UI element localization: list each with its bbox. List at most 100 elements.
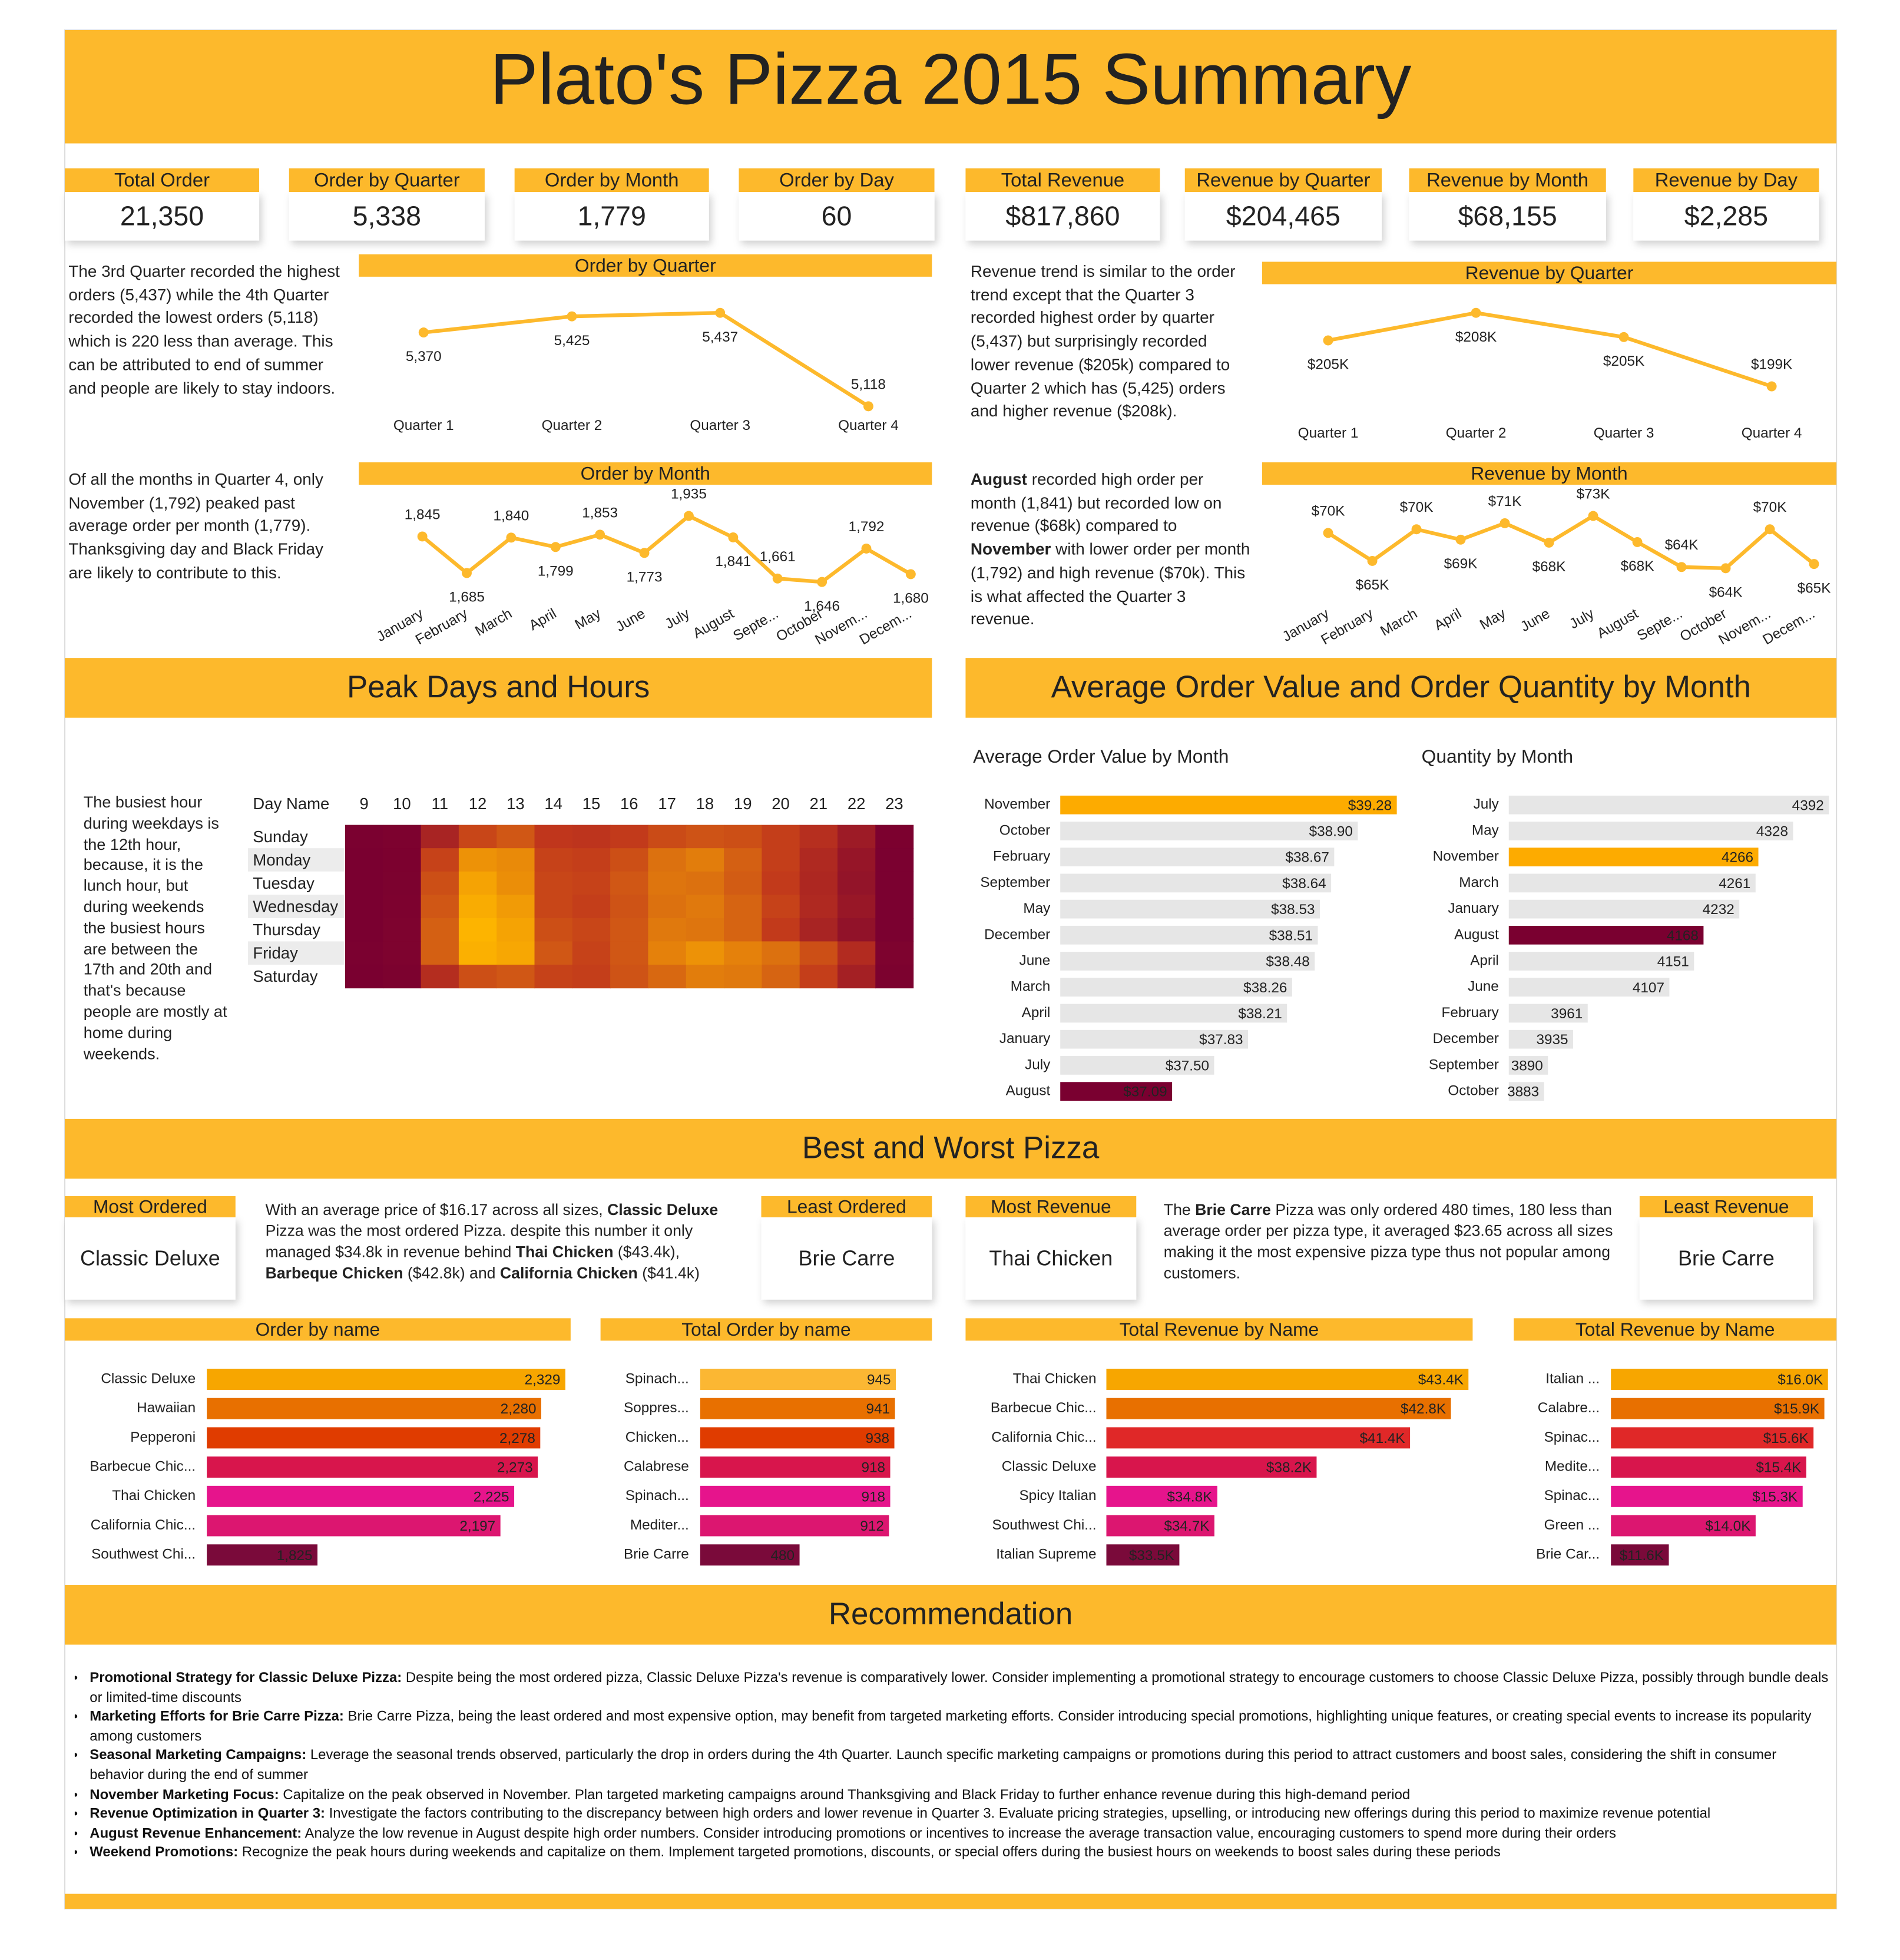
kpi-label-band bbox=[514, 168, 709, 193]
heat-cell bbox=[875, 848, 914, 872]
pizza-card-label-band bbox=[1639, 1196, 1813, 1217]
bar bbox=[1508, 899, 1740, 919]
heat-cell bbox=[421, 895, 459, 919]
data-label: $208K bbox=[1455, 329, 1497, 345]
note: The 3rd Quarter recorded the highest ord… bbox=[68, 260, 340, 400]
recommendation-text: Leverage the seasonal trends observed, p… bbox=[90, 1748, 1777, 1783]
note-text: Pizza was only ordered 480 times, 180 le… bbox=[1163, 1201, 1613, 1282]
heat-cell bbox=[496, 871, 535, 895]
heat-cell bbox=[383, 918, 422, 942]
pizza-card-value: Brie Carre bbox=[799, 1246, 895, 1270]
heat-cell bbox=[610, 848, 649, 872]
kpi-value: 60 bbox=[822, 201, 852, 231]
data-label: 1,646 bbox=[804, 598, 840, 614]
x-tick-label: 14 bbox=[544, 794, 562, 813]
heat-cell bbox=[534, 871, 573, 895]
data-label: $70K bbox=[1312, 503, 1345, 519]
note: Of all the months in Quarter 4, only Nov… bbox=[68, 469, 340, 585]
heat-cell bbox=[383, 895, 422, 919]
y-tick-label: Spicy Italian bbox=[1019, 1488, 1096, 1504]
heat-cell bbox=[799, 895, 838, 919]
chart-title: Total Order by name bbox=[681, 1319, 850, 1340]
recommendation-text: Brie Carre Pizza, being the least ordere… bbox=[90, 1709, 1812, 1744]
recommendation-text: Analyze the low revenue in August despit… bbox=[302, 1826, 1616, 1842]
heat-cell bbox=[837, 848, 876, 872]
y-tick-label: Barbecue Chic... bbox=[90, 1459, 196, 1475]
y-tick-label: Hawaiian bbox=[137, 1400, 196, 1416]
point bbox=[1323, 335, 1333, 346]
heat-cell bbox=[648, 918, 687, 942]
heat-cell bbox=[724, 895, 762, 919]
heat-cell bbox=[610, 895, 649, 919]
note-bold: November bbox=[970, 539, 1051, 559]
data-label: $65K bbox=[1356, 577, 1389, 593]
data-label: $37.50 bbox=[1166, 1058, 1209, 1074]
bar bbox=[1508, 1004, 1588, 1023]
data-label: 4328 bbox=[1756, 824, 1788, 840]
data-label: $71K bbox=[1488, 494, 1522, 509]
pizza-card-label: Most Ordered bbox=[93, 1196, 207, 1217]
bar bbox=[1508, 925, 1704, 945]
note-box: August recorded high order per month (1,… bbox=[970, 470, 1250, 628]
kpi-label-band bbox=[65, 168, 260, 193]
footer-band bbox=[65, 1893, 1837, 1909]
x-tick-label: 21 bbox=[810, 794, 828, 813]
y-tick-label: Brie Car... bbox=[1536, 1547, 1600, 1562]
data-label: $38.51 bbox=[1269, 928, 1313, 943]
data-label: 912 bbox=[860, 1518, 884, 1534]
data-label: $38.67 bbox=[1286, 850, 1329, 866]
heat-cell bbox=[572, 918, 611, 942]
note-text: ($43.4k), bbox=[613, 1243, 680, 1262]
bar bbox=[1060, 1029, 1249, 1049]
bar bbox=[1060, 822, 1358, 840]
bar bbox=[700, 1369, 896, 1390]
kpi-label: Total Revenue bbox=[1001, 169, 1124, 191]
data-label: $43.4K bbox=[1418, 1372, 1464, 1388]
note-text: Revenue trend is similar to the order tr… bbox=[970, 261, 1236, 421]
heat-cell bbox=[837, 964, 876, 989]
heat-cell bbox=[572, 848, 611, 872]
x-tick-label: 9 bbox=[359, 794, 368, 813]
pizza-card-label: Most Revenue bbox=[991, 1196, 1111, 1217]
bar bbox=[1508, 1082, 1544, 1101]
point bbox=[1766, 381, 1777, 392]
y-tick-label: Spinac... bbox=[1544, 1429, 1600, 1445]
point bbox=[1455, 534, 1466, 545]
data-label: 4266 bbox=[1722, 850, 1753, 866]
point bbox=[1411, 524, 1422, 535]
y-tick-label: January bbox=[999, 1031, 1051, 1047]
kpi-value: $817,860 bbox=[1005, 201, 1120, 231]
heat-cell bbox=[686, 848, 724, 872]
pizza-card-value: Classic Deluxe bbox=[80, 1246, 220, 1270]
section-title: Peak Days and Hours bbox=[347, 670, 650, 704]
section-title-band bbox=[65, 1118, 1837, 1179]
heat-cell bbox=[345, 964, 383, 989]
note-text: with lower order per month (1,792) and h… bbox=[970, 539, 1250, 628]
point bbox=[595, 529, 605, 540]
data-label: $69K bbox=[1444, 556, 1478, 572]
line bbox=[1328, 310, 1773, 389]
kpi-card bbox=[1409, 192, 1606, 241]
section-title-band bbox=[65, 658, 932, 718]
pizza-card bbox=[1639, 1217, 1813, 1300]
heat-cell bbox=[458, 825, 497, 849]
heat-cell bbox=[875, 964, 914, 989]
bar bbox=[1060, 899, 1320, 919]
data-label: 4168 bbox=[1667, 928, 1699, 943]
heat-cell bbox=[421, 825, 459, 849]
heat-cell bbox=[496, 895, 535, 919]
heat-cell bbox=[534, 825, 573, 849]
heat-cell bbox=[534, 964, 573, 989]
pizza-card-label: Least Revenue bbox=[1663, 1196, 1789, 1217]
data-label: 945 bbox=[867, 1372, 891, 1388]
row-label-bg bbox=[247, 848, 344, 872]
kpi-label-band bbox=[1409, 168, 1606, 193]
heat-cell bbox=[724, 964, 762, 989]
bar bbox=[1060, 1082, 1173, 1101]
heat-cell bbox=[724, 941, 762, 965]
note-bold: California Chicken bbox=[499, 1264, 638, 1282]
bar bbox=[1508, 873, 1756, 893]
data-label: 938 bbox=[865, 1431, 889, 1446]
data-label: 1,799 bbox=[538, 564, 574, 580]
pizza-card-label-band bbox=[761, 1196, 932, 1217]
